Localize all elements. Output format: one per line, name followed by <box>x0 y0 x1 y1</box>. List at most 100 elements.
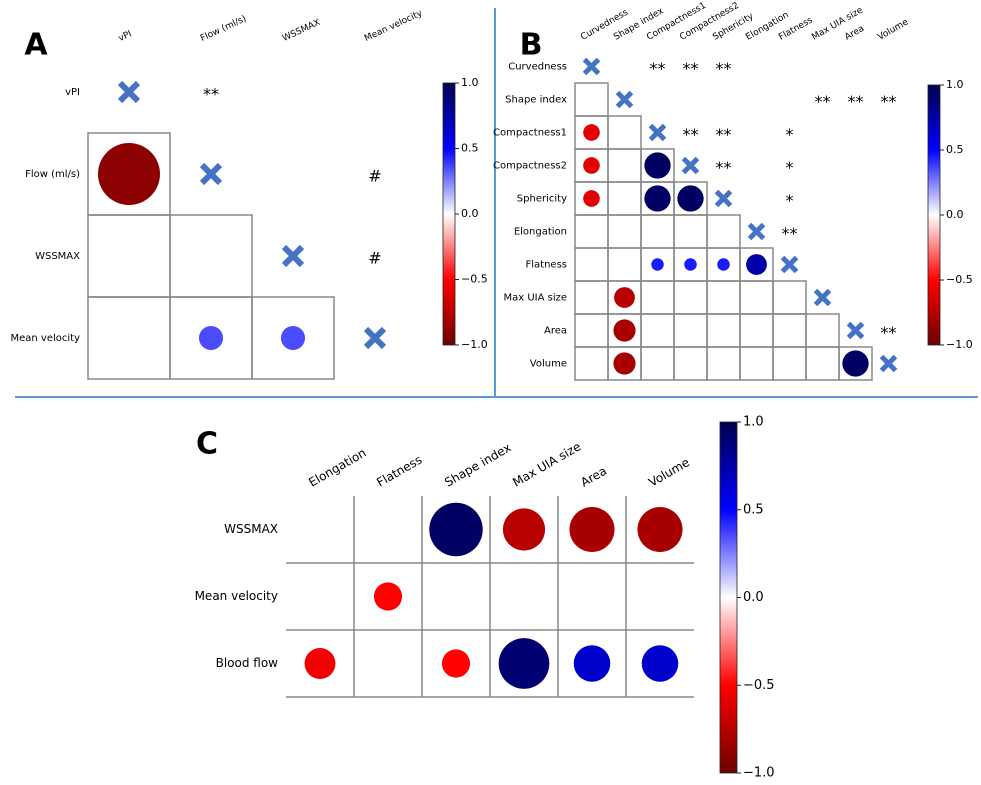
colorbar-tick-label: 1.0 <box>743 415 764 430</box>
colorbar-tick-label: 0.5 <box>946 143 964 156</box>
row-label: Compactness1 <box>493 128 567 139</box>
diagonal-marker <box>648 123 667 142</box>
correlation-dot <box>573 645 611 682</box>
column-label: Elongation <box>306 446 368 490</box>
grid-cell <box>574 313 609 348</box>
grid-cell <box>607 247 642 282</box>
colorbar-tick-label: −1.0 <box>946 338 973 351</box>
grid-cell <box>838 346 873 381</box>
column-label: Volume <box>876 17 910 43</box>
grid-cell <box>607 181 642 216</box>
row-label: Elongation <box>514 227 567 238</box>
diagonal-marker <box>813 288 832 307</box>
diagonal-marker <box>714 189 733 208</box>
significance: ** <box>815 92 831 111</box>
panel-label: A <box>24 28 48 63</box>
grid-cell <box>640 280 675 315</box>
row-label: Mean velocity <box>10 333 80 344</box>
colorbar <box>442 82 456 346</box>
grid-cell <box>640 313 675 348</box>
correlation-dot <box>502 508 546 551</box>
grid-cell <box>673 280 708 315</box>
grid-cell <box>706 280 741 315</box>
colorbar-tick-label: 1.0 <box>461 76 479 89</box>
colorbar-tick-label: 0.0 <box>461 207 479 220</box>
grid-cell <box>251 296 335 380</box>
grid-cell <box>574 214 609 249</box>
row-label: Mean velocity <box>195 589 278 603</box>
column-label: Shape index <box>442 440 513 489</box>
correlation-dot <box>677 185 704 212</box>
diagonal-marker <box>363 326 387 350</box>
column-label: Volume <box>646 455 692 489</box>
grid-cell <box>805 346 840 381</box>
correlation-dot <box>637 506 683 553</box>
correlation-dot <box>842 350 869 377</box>
significance: ** <box>716 59 732 78</box>
grid-cell <box>739 346 774 381</box>
panel-label: C <box>196 427 218 462</box>
colorbar-tick-label: 1.0 <box>946 78 964 91</box>
row-label: WSSMAX <box>224 522 278 536</box>
colorbar-tick-label: 0.5 <box>461 142 479 155</box>
column-label: WSSMAX <box>281 18 322 44</box>
grid-cell <box>607 148 642 183</box>
diagonal-marker <box>879 354 898 373</box>
row-label: Compactness2 <box>493 161 567 172</box>
colorbar <box>927 84 941 346</box>
correlation-dot <box>569 506 615 553</box>
grid-cell <box>706 313 741 348</box>
diagonal-marker <box>681 156 700 175</box>
significance: # <box>368 167 381 186</box>
correlation-dot <box>198 325 224 351</box>
grid-cell <box>739 313 774 348</box>
colorbar-tick-label: −1.0 <box>743 766 775 781</box>
correlation-dot <box>613 319 636 342</box>
diagonal-marker <box>582 57 601 76</box>
grid-cell <box>574 82 609 117</box>
correlation-dot <box>98 143 160 205</box>
colorbar-tick-label: 0.5 <box>743 502 764 517</box>
row-label: Area <box>544 326 567 337</box>
grid-cell <box>772 346 807 381</box>
column-label: Area <box>843 24 866 43</box>
row-label: Max UIA size <box>503 293 567 304</box>
significance: ** <box>683 59 699 78</box>
grid-cell <box>772 313 807 348</box>
colorbar-tick-label: −0.5 <box>461 273 488 286</box>
correlation-dot <box>441 649 471 678</box>
grid-cell <box>805 313 840 348</box>
colorbar <box>719 421 738 774</box>
significance: ** <box>716 158 732 177</box>
diagonal-marker <box>780 255 799 274</box>
colorbar-tick-label: 0.0 <box>743 590 764 605</box>
colorbar-tick-label: −0.5 <box>743 678 775 693</box>
correlation-dot <box>684 258 697 271</box>
significance: * <box>786 191 794 210</box>
grid-cell <box>772 280 807 315</box>
row-label: Blood flow <box>216 656 279 670</box>
significance: ** <box>848 92 864 111</box>
significance: ** <box>881 323 897 342</box>
correlation-dot <box>583 157 600 174</box>
correlation-dot <box>651 258 664 271</box>
significance: ** <box>881 92 897 111</box>
significance: ** <box>203 85 219 104</box>
row-label: Shape index <box>505 95 567 106</box>
row-label: WSSMAX <box>35 251 80 262</box>
column-label: Max UIA size <box>510 439 583 489</box>
correlation-dot <box>644 185 671 212</box>
column-label: Area <box>578 464 609 490</box>
grid-cell <box>87 214 171 298</box>
column-label: Flow (ml/s) <box>199 14 248 44</box>
row-label: Volume <box>530 359 567 370</box>
grid-cell <box>169 214 253 298</box>
row-label: Flow (ml/s) <box>25 169 80 180</box>
row-label: vPI <box>65 87 80 98</box>
correlation-dot <box>644 152 671 179</box>
diagonal-marker <box>846 321 865 340</box>
column-label: vPI <box>117 29 133 44</box>
correlation-dot <box>498 638 550 689</box>
panel-label: B <box>520 28 543 63</box>
